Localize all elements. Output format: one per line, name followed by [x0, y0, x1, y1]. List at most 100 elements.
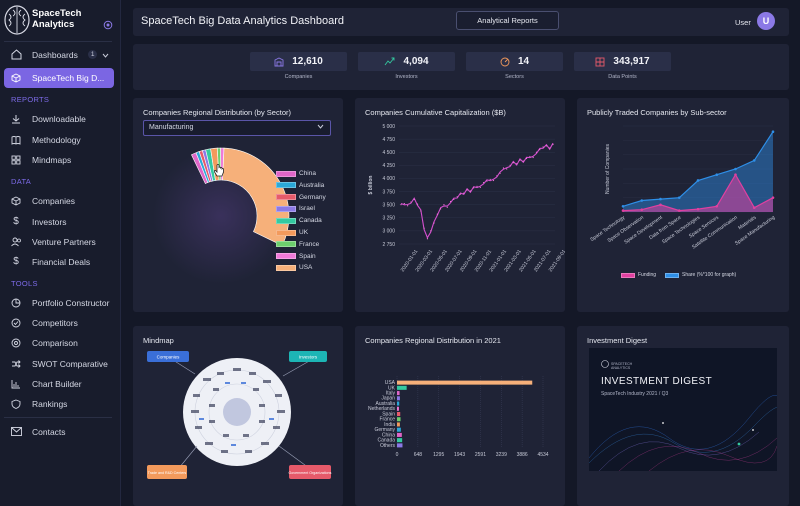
legend-item-australia[interactable]: Australia: [276, 182, 324, 189]
sidebar-item-swot-comparative[interactable]: SWOT Comparative: [4, 354, 114, 373]
data-point[interactable]: [659, 203, 662, 207]
data-point: [446, 206, 448, 208]
sidebar-item-downloadable[interactable]: Downloadable: [4, 109, 114, 128]
data-point[interactable]: [771, 196, 775, 199]
data-point[interactable]: [752, 159, 756, 162]
sidebar-item-companies[interactable]: Companies: [4, 191, 114, 210]
mindmap-node-label: Government Organizations: [289, 471, 332, 475]
sidebar-item-rankings[interactable]: Rankings: [4, 394, 114, 413]
x-tick-label: 2591: [475, 452, 486, 458]
bar-australia[interactable]: [397, 401, 400, 406]
data-point[interactable]: [752, 206, 756, 209]
stat-value: 343,917: [613, 56, 650, 67]
data-point[interactable]: [640, 208, 644, 212]
sidebar-item-chart-builder[interactable]: Chart Builder: [4, 374, 114, 393]
sidebar-item-contacts[interactable]: Contacts: [4, 422, 114, 441]
data-point[interactable]: [640, 199, 644, 202]
select-value: Manufacturing: [149, 124, 194, 131]
bar-uk[interactable]: [397, 385, 407, 390]
data-point[interactable]: [715, 204, 719, 208]
series-line[interactable]: [400, 142, 554, 239]
bar-canada[interactable]: [397, 438, 403, 443]
sector-donut-chart[interactable]: [133, 138, 343, 318]
data-point[interactable]: [659, 197, 662, 201]
legend-item-france[interactable]: France: [276, 241, 319, 248]
stat-label: Data Points: [608, 74, 637, 80]
bar-spain[interactable]: [397, 411, 401, 417]
data-point[interactable]: [621, 204, 625, 208]
area-funding[interactable]: [623, 174, 773, 212]
dollar-icon: $: [13, 256, 19, 267]
mindmap-node-label: Investors: [299, 355, 318, 360]
data-point[interactable]: [734, 167, 737, 171]
user-label[interactable]: User: [735, 18, 751, 27]
y-tick-label: Japan: [381, 396, 395, 402]
legend-swatch: [276, 264, 296, 271]
data-point[interactable]: [771, 130, 775, 134]
regional-bar-chart[interactable]: 0 648 1295 1943 2591 3239 3886 4534 USAUKItalyJa…: [355, 346, 565, 506]
avatar[interactable]: U: [757, 12, 775, 30]
capitalization-line-chart[interactable]: 5 000 4 750 4 500 4 250 4 000 3 750 3 500 3 250…: [355, 118, 565, 312]
mindmap-node-trade[interactable]: [147, 465, 187, 479]
legend-item-germany[interactable]: Germany: [276, 194, 326, 201]
bar-others[interactable]: [397, 443, 403, 448]
sidebar-item-comparison[interactable]: Comparison: [4, 333, 114, 352]
data-point[interactable]: [696, 207, 700, 211]
mindmap-node-companies[interactable]: [147, 351, 189, 362]
bar-italy[interactable]: [397, 391, 400, 396]
sidebar-item-spacetech-big-data[interactable]: SpaceTech Big D...: [4, 68, 114, 88]
sidebar-item-portfolio-constructor[interactable]: Portfolio Constructor: [4, 293, 114, 312]
sidebar-item-financial-deals[interactable]: $ Financial Deals: [4, 252, 114, 271]
x-tick-label: 648: [414, 452, 423, 458]
y-tick-label: 5 000: [382, 124, 395, 130]
sector-select[interactable]: Manufacturing: [143, 120, 331, 136]
bar-france[interactable]: [397, 417, 401, 422]
sidebar-item-label: Dashboards: [32, 49, 78, 60]
data-point[interactable]: [734, 173, 737, 177]
mindmap-node-government[interactable]: [289, 465, 331, 479]
data-point[interactable]: [696, 179, 700, 182]
bar-chart-icon: [10, 378, 22, 390]
sidebar-item-dashboards[interactable]: Dashboards 1: [4, 45, 114, 64]
mindmap-graphic[interactable]: Companies Investors Trade and R&D Center…: [133, 348, 343, 498]
legend-swatch: [276, 253, 296, 260]
brand[interactable]: SpaceTech Analytics: [4, 4, 116, 38]
sidebar-item-methodology[interactable]: Methodology: [4, 130, 114, 149]
bar-india[interactable]: [397, 422, 400, 427]
data-point: [433, 222, 435, 224]
mindmap-node-investors[interactable]: [289, 351, 327, 362]
legend-share[interactable]: Share (%*100 for graph): [665, 272, 736, 278]
analytical-reports-button[interactable]: Analytical Reports: [456, 11, 559, 30]
bar-germany[interactable]: [397, 427, 401, 432]
x-tick-label: 1295: [433, 452, 444, 458]
data-point: [525, 157, 528, 160]
sidebar-item-investors[interactable]: $ Investors: [4, 212, 114, 231]
data-point: [522, 160, 524, 162]
y-tick-label: 3 000: [382, 229, 395, 235]
data-point[interactable]: [715, 173, 719, 177]
data-point[interactable]: [677, 209, 681, 212]
legend-item-canada[interactable]: Canada: [276, 217, 322, 224]
bar-china[interactable]: [397, 432, 402, 437]
chevron-down-icon[interactable]: [102, 50, 109, 60]
data-point[interactable]: [621, 209, 625, 212]
legend-item-israel[interactable]: Israel: [276, 205, 315, 212]
bar-usa[interactable]: [397, 380, 533, 385]
legend-item-usa[interactable]: USA: [276, 264, 312, 271]
top-header: SpaceTech Big Data Analytics Dashboard A…: [133, 8, 789, 36]
bar-japan[interactable]: [397, 396, 400, 401]
data-point: [407, 205, 409, 207]
legend-item-spain[interactable]: Spain: [276, 253, 316, 260]
sidebar-item-venture-partners[interactable]: Venture Partners: [4, 232, 114, 251]
legend-label: Share (%*100 for graph): [682, 272, 737, 278]
sidebar-item-mindmaps[interactable]: Mindmaps: [4, 150, 114, 169]
sidebar-item-competitors[interactable]: Competitors: [4, 313, 114, 332]
legend-funding[interactable]: Funding: [621, 272, 656, 278]
investment-digest-cover[interactable]: SPACETECH ANALYTICS INVESTMENT DIGEST Sp…: [589, 348, 777, 471]
settings-icon[interactable]: [103, 20, 113, 30]
legend-item-china[interactable]: China: [276, 170, 316, 177]
bar-netherlands[interactable]: [397, 406, 399, 411]
data-point[interactable]: [677, 196, 681, 199]
legend-item-uk[interactable]: UK: [276, 229, 308, 236]
